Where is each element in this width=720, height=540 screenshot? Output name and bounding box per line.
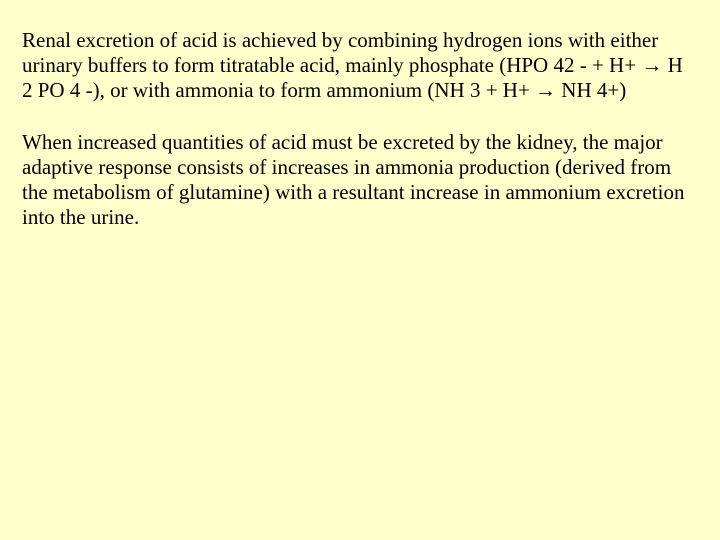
- slide-paragraph-2: When increased quantities of acid must b…: [22, 130, 698, 231]
- slide-paragraph-1: Renal excretion of acid is achieved by c…: [22, 28, 698, 104]
